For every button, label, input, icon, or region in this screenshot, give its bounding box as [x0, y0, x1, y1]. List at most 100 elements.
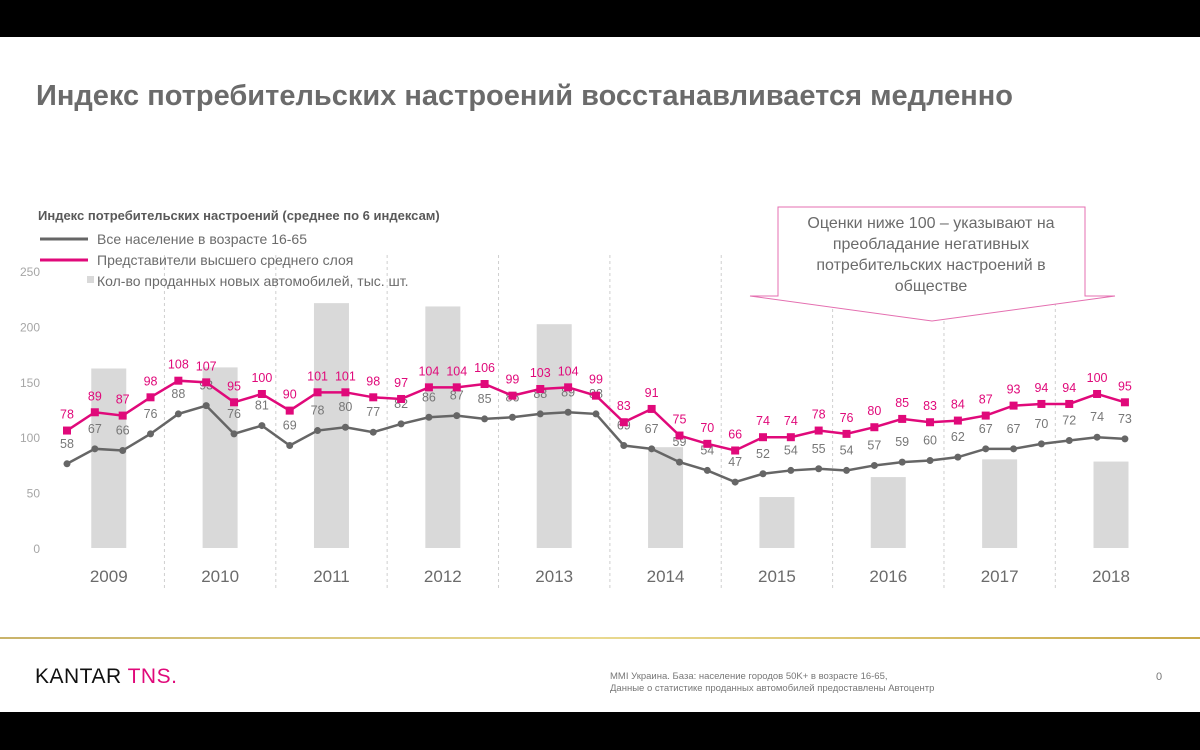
data-label: 69	[283, 419, 297, 433]
data-point	[982, 445, 990, 453]
data-label: 87	[116, 393, 130, 407]
x-tick-label: 2010	[201, 567, 239, 586]
data-point	[286, 442, 294, 450]
data-label: 55	[812, 442, 826, 456]
data-label: 58	[60, 437, 74, 451]
data-label: 60	[923, 433, 937, 447]
x-tick-label: 2012	[424, 567, 462, 586]
y-tick-label: 200	[20, 320, 40, 334]
bar-2012	[425, 306, 461, 548]
data-point	[453, 412, 461, 420]
data-label: 104	[558, 364, 579, 378]
data-label: 94	[1034, 381, 1048, 395]
data-point	[1037, 399, 1046, 408]
data-point	[258, 422, 266, 430]
data-point	[424, 383, 433, 392]
data-point	[620, 442, 628, 450]
y-tick-label: 100	[20, 431, 40, 445]
data-point	[536, 410, 544, 418]
data-label: 85	[895, 396, 909, 410]
data-point	[898, 414, 907, 423]
bar-2010	[202, 367, 238, 548]
data-label: 76	[227, 407, 241, 421]
data-point	[648, 445, 656, 453]
data-point	[842, 429, 851, 438]
x-tick-label: 2009	[90, 567, 128, 586]
data-label: 88	[171, 387, 185, 401]
data-label: 98	[366, 374, 380, 388]
data-point	[314, 427, 322, 435]
data-point	[230, 430, 238, 438]
data-point	[174, 410, 182, 418]
data-point	[1010, 445, 1018, 453]
data-label: 67	[645, 422, 659, 436]
data-point	[536, 384, 545, 393]
bar-2015	[759, 497, 795, 548]
data-point	[843, 466, 851, 474]
x-tick-label: 2016	[869, 567, 907, 586]
x-tick-label: 2018	[1092, 567, 1130, 586]
data-point	[592, 410, 600, 418]
data-point	[675, 458, 683, 466]
footnote: MMI Украина. База: население городов 50K…	[610, 671, 934, 695]
data-point	[63, 426, 71, 435]
callout-text: преобладание негативных	[833, 236, 1029, 253]
y-tick-label: 50	[27, 487, 41, 501]
data-point	[759, 433, 767, 442]
data-label: 100	[251, 371, 272, 385]
data-label: 93	[1007, 383, 1021, 397]
data-label: 80	[338, 400, 352, 414]
data-point	[425, 413, 433, 421]
data-point	[731, 446, 740, 455]
callout-text: потребительских настроений в	[816, 257, 1045, 274]
data-label: 95	[1118, 379, 1132, 393]
data-label: 80	[867, 404, 881, 418]
data-point	[397, 394, 406, 403]
y-tick-label: 0	[33, 542, 40, 556]
data-label: 76	[144, 407, 158, 421]
data-label: 103	[530, 366, 551, 380]
data-point	[508, 413, 516, 421]
data-point	[787, 466, 795, 474]
data-point	[1121, 435, 1129, 443]
data-point	[119, 446, 127, 454]
data-point	[313, 388, 322, 397]
data-point	[147, 430, 155, 438]
data-point	[703, 439, 712, 448]
data-label: 91	[645, 386, 659, 400]
data-label: 74	[756, 414, 770, 428]
data-label: 108	[168, 358, 189, 372]
data-point	[1065, 437, 1073, 445]
data-point	[1120, 398, 1129, 407]
data-label: 57	[867, 438, 881, 452]
data-label: 83	[617, 399, 631, 413]
data-point	[619, 418, 628, 427]
data-point	[397, 420, 405, 428]
data-point	[870, 423, 879, 432]
top-letterbox	[0, 0, 1200, 37]
data-label: 70	[1034, 417, 1048, 431]
legend-label: Кол-во проданных новых автомобилей, тыс.…	[97, 273, 409, 289]
data-label: 90	[283, 388, 297, 402]
legend-swatch-cars	[87, 276, 94, 283]
data-point	[647, 404, 656, 413]
data-point	[1093, 389, 1102, 398]
data-point	[1065, 399, 1074, 408]
data-label: 77	[366, 405, 380, 419]
data-point	[731, 478, 739, 486]
data-label: 47	[728, 455, 742, 469]
data-point	[146, 393, 155, 402]
chart: 0 50 100 150 200 250 2009 2010 2011 2012 2013 2014 2…	[20, 206, 1132, 590]
x-tick-label: 2017	[981, 567, 1019, 586]
data-label: 70	[700, 421, 714, 435]
data-point	[564, 408, 572, 416]
data-label: 74	[784, 414, 798, 428]
data-label: 106	[474, 361, 495, 375]
data-point	[341, 423, 349, 431]
data-point	[481, 415, 489, 423]
data-point	[480, 380, 489, 389]
data-point	[926, 456, 934, 464]
x-tick-label: 2013	[535, 567, 573, 586]
page-number: 0	[1156, 671, 1163, 683]
kantar-tns-logo: KANTAR TNS.	[35, 665, 177, 689]
